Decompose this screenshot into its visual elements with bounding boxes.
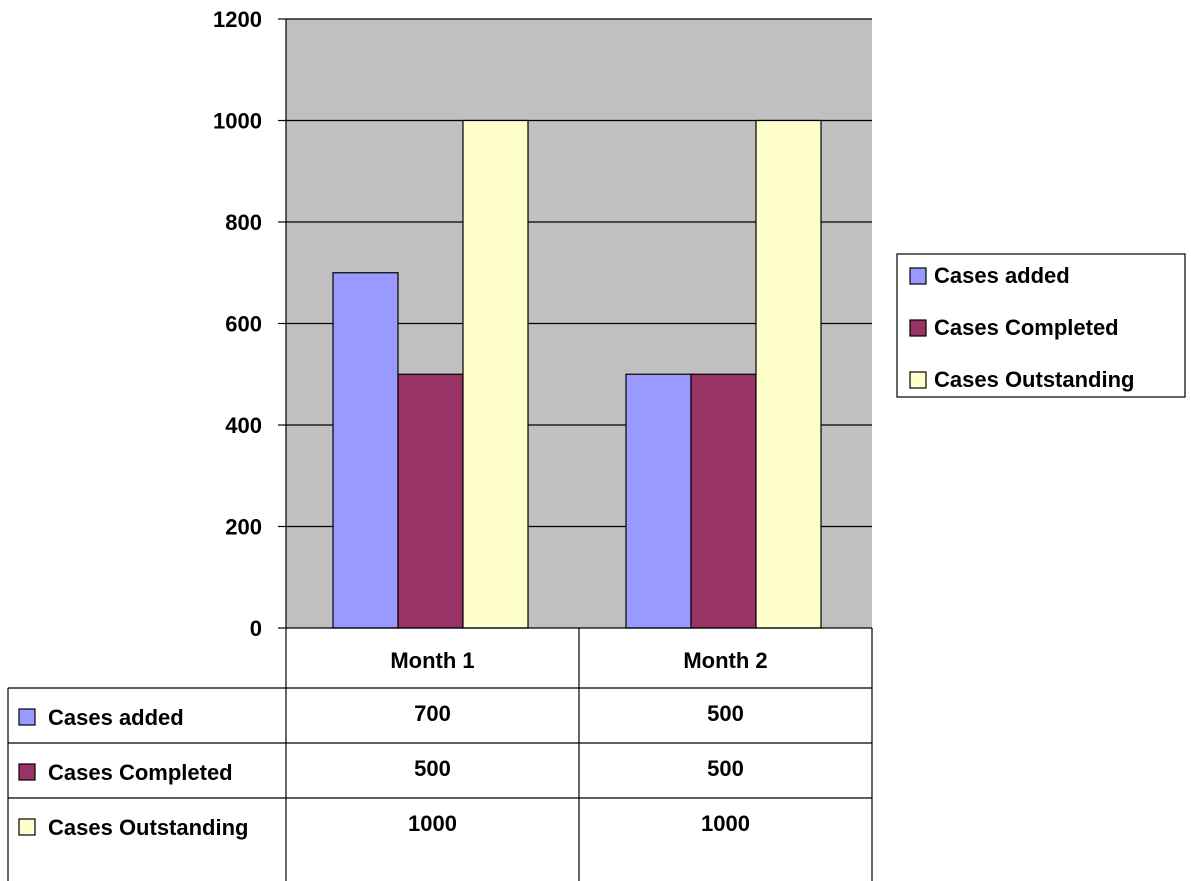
- y-tick-label: 0: [250, 616, 262, 641]
- table-cell-value: 1000: [408, 811, 457, 836]
- data-table: Month 1 Month 2 Cases added 700 500 Cases Com…: [7, 628, 873, 881]
- legend: Cases added Cases Completed Cases Outstand…: [896, 253, 1186, 398]
- bar: [332, 272, 399, 629]
- table-cell-value: 500: [414, 756, 451, 781]
- legend-label: Cases Completed: [934, 315, 1119, 340]
- bar: [397, 373, 464, 629]
- table-cell-value: 500: [707, 756, 744, 781]
- x-tick-label: Month 1: [390, 648, 474, 673]
- legend-label: Cases Outstanding: [934, 367, 1134, 392]
- y-tick-label: 1000: [213, 109, 262, 134]
- table-legend-swatch: [18, 818, 36, 836]
- y-tick-label: 400: [225, 413, 262, 438]
- y-tick-label: 200: [225, 515, 262, 540]
- table-cell-value: 700: [414, 701, 451, 726]
- y-axis-tick-labels: 0 200 400 600 800 1000 1200: [213, 7, 262, 641]
- legend-swatch: [909, 267, 927, 285]
- y-tick-label: 1200: [213, 7, 262, 32]
- legend-label: Cases added: [934, 263, 1070, 288]
- table-row-label: Cases Completed: [48, 760, 233, 785]
- table-legend-swatch: [18, 763, 36, 781]
- y-tick-label: 600: [225, 312, 262, 337]
- table-legend-swatch: [18, 708, 36, 726]
- legend-box: [896, 253, 1186, 398]
- legend-swatch: [909, 319, 927, 337]
- y-tick-label: 800: [225, 210, 262, 235]
- table-row-label: Cases Outstanding: [48, 815, 248, 840]
- legend-swatch: [909, 371, 927, 389]
- bar: [755, 119, 822, 629]
- table-row-label: Cases added: [48, 705, 184, 730]
- bars: [332, 119, 822, 629]
- x-tick-label: Month 2: [683, 648, 767, 673]
- table-cell-value: 1000: [701, 811, 750, 836]
- bar: [625, 373, 692, 629]
- bar: [690, 373, 757, 629]
- table-cell-value: 500: [707, 701, 744, 726]
- bar: [462, 119, 529, 629]
